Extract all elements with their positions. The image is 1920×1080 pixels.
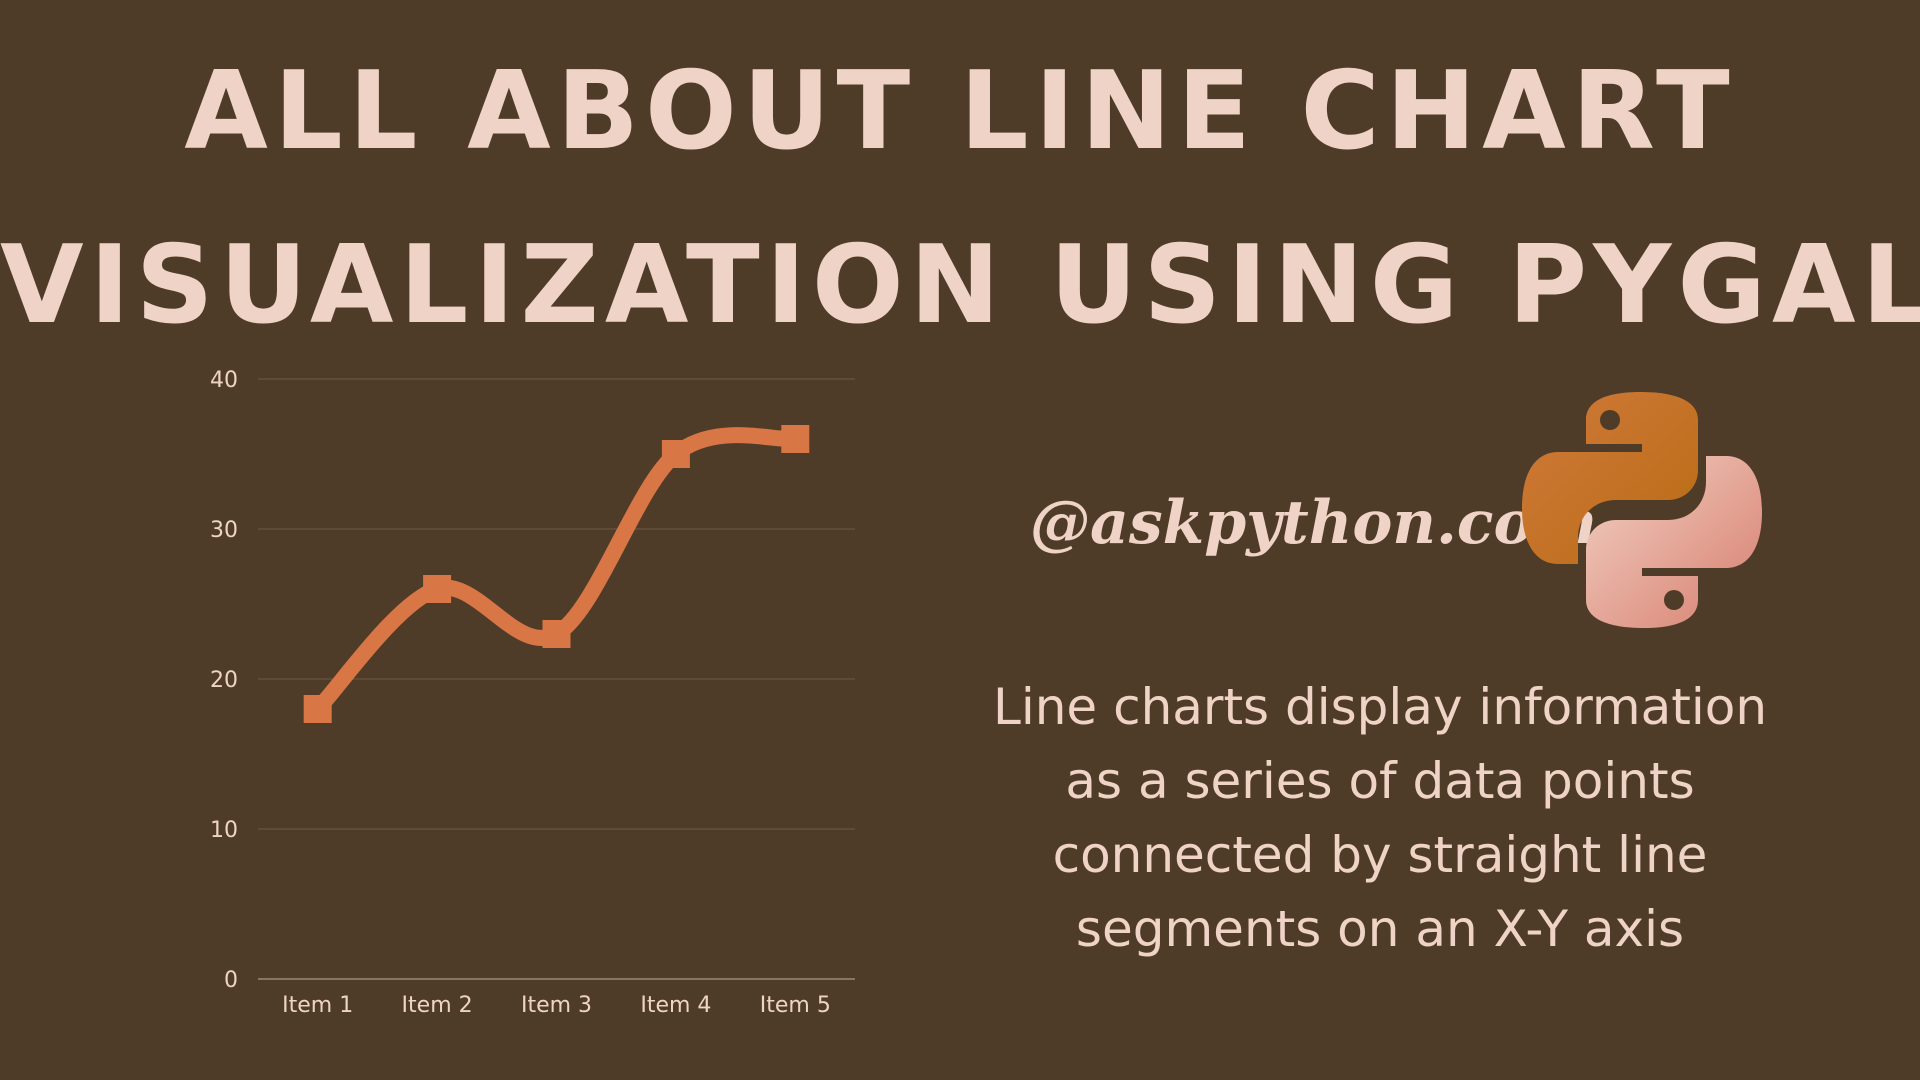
y-tick-label: 20 xyxy=(210,668,238,693)
x-tick-label: Item 4 xyxy=(640,993,711,1018)
data-point-marker xyxy=(542,620,571,648)
x-axis-ticks: Item 1 Item 2 Item 3 Item 4 Item 5 xyxy=(282,993,831,1018)
description-text: Line charts display information as a ser… xyxy=(940,670,1820,966)
y-axis-ticks: 0 10 20 30 40 xyxy=(210,368,238,993)
line-chart: 0 10 20 30 40 Item 1 Item 2 Item 3 Item 4 Item 5 xyxy=(210,368,855,1018)
y-tick-label: 30 xyxy=(210,518,238,543)
x-tick-label: Item 1 xyxy=(282,993,353,1018)
x-tick-label: Item 3 xyxy=(521,993,592,1018)
x-tick-label: Item 5 xyxy=(760,993,831,1018)
python-logo-icon xyxy=(1522,392,1762,628)
y-tick-label: 40 xyxy=(210,368,238,393)
chart-grid xyxy=(258,378,855,980)
description-line: connected by straight line xyxy=(1052,826,1708,884)
description-line: segments on an X-Y axis xyxy=(1075,900,1685,958)
site-watermark: @askpython.com xyxy=(1030,488,1597,558)
chart-series xyxy=(303,425,810,723)
description-line: as a series of data points xyxy=(1065,752,1695,810)
description-line: Line charts display information xyxy=(992,678,1768,736)
x-tick-label: Item 2 xyxy=(402,993,473,1018)
y-tick-label: 0 xyxy=(224,968,238,993)
page-title: All About Line Chart xyxy=(184,49,1736,174)
data-point-marker xyxy=(781,425,810,453)
y-tick-label: 10 xyxy=(210,818,238,843)
data-point-marker xyxy=(423,575,452,603)
data-point-marker xyxy=(303,695,332,723)
data-point-marker xyxy=(661,440,690,468)
series-line xyxy=(309,427,804,717)
page-subtitle: Visualization Using Pygal xyxy=(0,223,1920,348)
